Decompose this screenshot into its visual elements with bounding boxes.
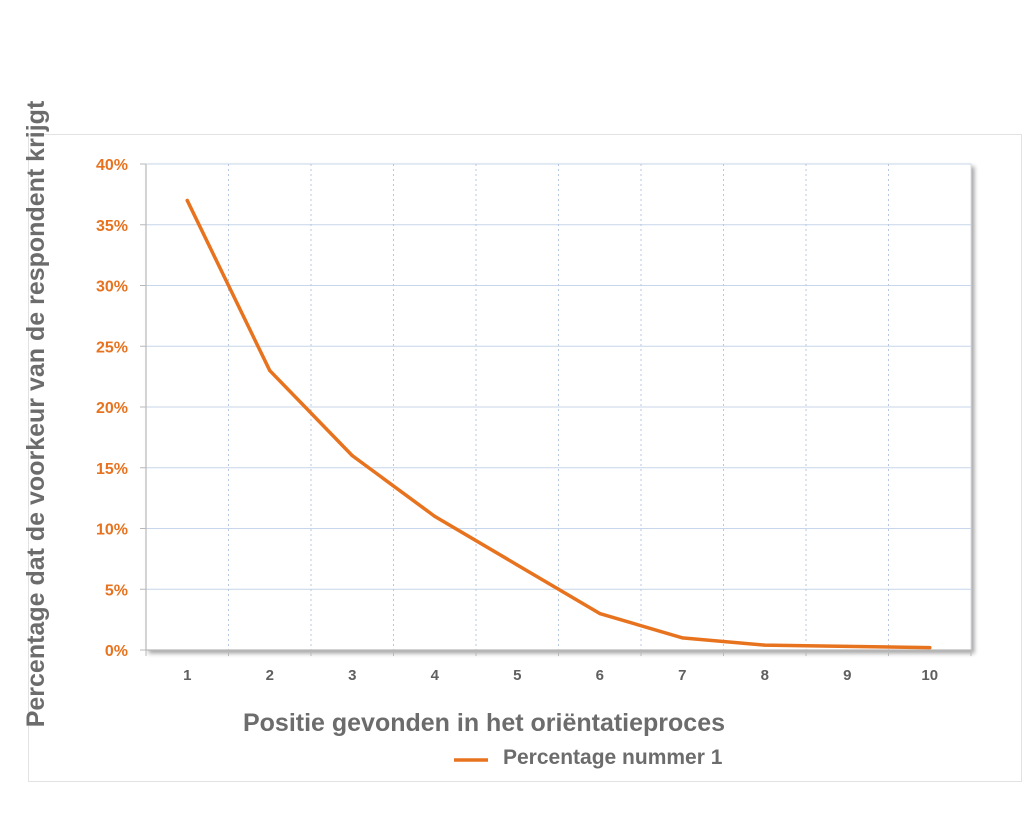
y-tick-label: 0% xyxy=(105,643,128,660)
y-tick-label: 30% xyxy=(96,279,128,296)
data-point xyxy=(845,644,849,648)
y-tick-label: 40% xyxy=(96,157,128,174)
x-tick-label: 5 xyxy=(513,667,521,684)
legend: Percentage nummer 1 xyxy=(454,746,723,769)
y-tick-label: 5% xyxy=(105,582,128,599)
x-tick-label: 2 xyxy=(266,667,274,684)
x-tick-label: 10 xyxy=(921,667,938,684)
x-tick-label: 7 xyxy=(678,667,686,684)
data-point xyxy=(763,643,767,647)
series-line xyxy=(185,198,932,650)
data-point xyxy=(928,645,932,650)
y-tick-label: 25% xyxy=(96,339,128,356)
series-group xyxy=(185,198,932,650)
y-tick-label: 35% xyxy=(96,218,128,235)
data-point xyxy=(433,514,437,518)
x-axis-ticks: 1 2 3 4 5 6 7 8 9 10 xyxy=(183,667,938,684)
x-tick-label: 6 xyxy=(596,667,604,684)
data-point xyxy=(350,454,354,458)
x-tick-label: 4 xyxy=(431,667,440,684)
x-axis-label: Positie gevonden in het oriëntatieproces xyxy=(243,709,725,737)
chart-frame xyxy=(28,134,1022,782)
data-point xyxy=(598,611,602,616)
y-tick-label: 10% xyxy=(96,522,128,539)
data-point xyxy=(185,198,189,203)
y-tick-label: 15% xyxy=(96,461,128,478)
axes xyxy=(140,163,972,656)
y-axis-label: Percentage dat de voorkeur van de respon… xyxy=(22,100,50,727)
y-tick-label: 20% xyxy=(96,400,128,417)
x-tick-label: 9 xyxy=(843,667,851,684)
x-tick-label: 8 xyxy=(761,667,769,684)
data-point xyxy=(268,368,272,373)
data-point xyxy=(515,563,519,567)
data-point xyxy=(680,636,684,640)
x-tick-label: 1 xyxy=(183,667,191,684)
grid xyxy=(146,163,971,650)
x-tick-label: 3 xyxy=(348,667,356,684)
legend-label: Percentage nummer 1 xyxy=(503,746,723,769)
y-axis-ticks: 0% 5% 10% 15% 20% 25% 30% 35% 40% xyxy=(96,157,128,660)
